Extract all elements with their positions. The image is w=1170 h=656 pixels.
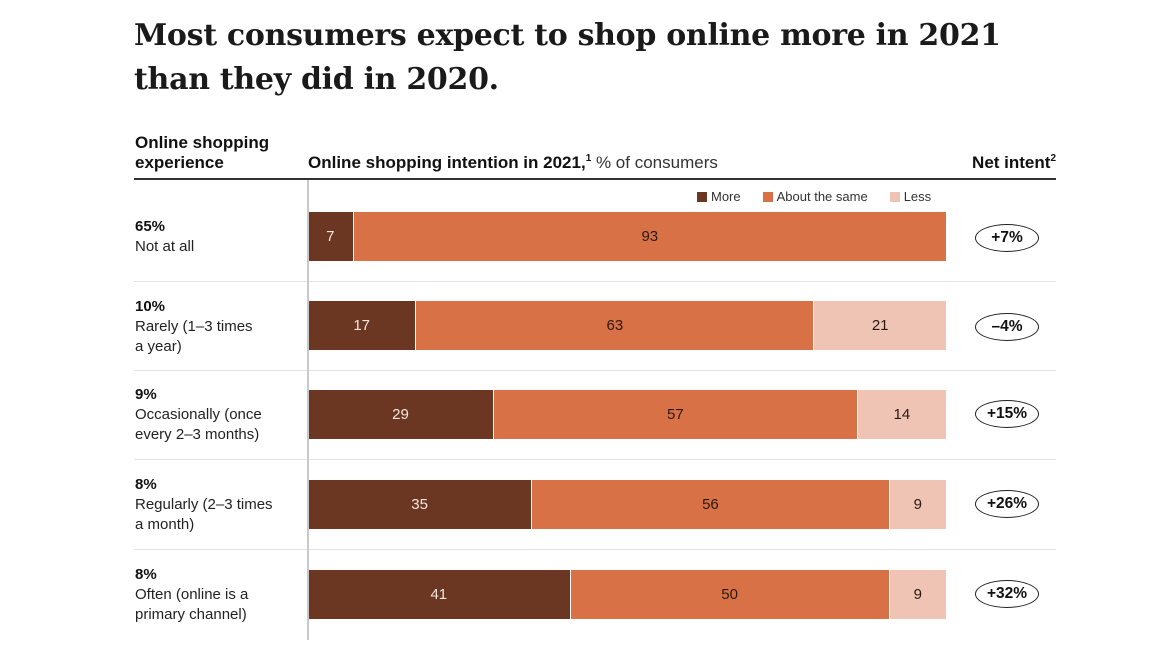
- row-axis-header: Online shopping experience: [135, 133, 269, 173]
- data-label: 93: [641, 228, 659, 245]
- net-intent-badge: +26%: [975, 490, 1039, 518]
- row-label: 8% Often (online is a primary channel): [135, 565, 248, 625]
- row-description: Occasionally (once every 2–3 months): [135, 405, 262, 445]
- row-separator: [134, 459, 1056, 460]
- row-label: 65% Not at all: [135, 217, 194, 257]
- net-intent-header: Net intent2: [972, 153, 1056, 173]
- footnote-marker-1: 1: [585, 153, 592, 164]
- row-separator: [134, 549, 1056, 550]
- row-share: 65%: [135, 218, 166, 235]
- bar-segment-less: 9: [888, 570, 946, 619]
- legend-label-same: About the same: [776, 189, 868, 204]
- data-label: 35: [411, 496, 428, 513]
- net-intent-badge: +32%: [975, 580, 1039, 608]
- bar-segment-same: 57: [493, 390, 857, 439]
- title-line-2: than they did in 2020.: [134, 62, 499, 97]
- legend-swatch-less: [889, 191, 900, 202]
- value-axis-unit: % of consumers: [591, 153, 718, 172]
- row-label: 10% Rarely (1–3 times a year): [135, 297, 253, 357]
- data-label: 9: [913, 586, 922, 603]
- bar-segment-more: 35: [308, 480, 532, 529]
- legend-label-more: More: [711, 189, 741, 204]
- header-rule: [134, 178, 1056, 180]
- bar-segment-same: 93: [352, 212, 946, 261]
- bar-segment-same: 63: [415, 301, 814, 350]
- row-label: 8% Regularly (2–3 times a month): [135, 475, 273, 535]
- net-intent-badge: +15%: [975, 400, 1039, 428]
- row-description-line: Occasionally (once: [135, 406, 262, 423]
- legend-swatch-more: [697, 191, 707, 202]
- row-description: Regularly (2–3 times a month): [135, 495, 273, 535]
- net-intent-badge: +7%: [975, 224, 1039, 252]
- data-label: 63: [606, 317, 624, 334]
- row-description-line: primary channel): [135, 606, 247, 623]
- value-axis-header: Online shopping intention in 2021,1 % of…: [308, 153, 718, 173]
- row-separator: [134, 281, 1056, 282]
- row-label: 9% Occasionally (once every 2–3 months): [135, 385, 262, 445]
- data-label: 57: [667, 406, 684, 423]
- title-line-1: Most consumers expect to shop online mor…: [134, 18, 1001, 53]
- row-axis-header-line-1: Online shopping: [135, 133, 270, 152]
- data-label: 56: [702, 496, 719, 513]
- data-label: 41: [430, 586, 448, 603]
- footnote-marker-2: 2: [1050, 153, 1056, 164]
- data-label: 50: [721, 586, 738, 603]
- row-share: 10%: [135, 298, 166, 315]
- row-axis-header-line-2: experience: [135, 153, 224, 172]
- row-description: Not at all: [135, 237, 194, 257]
- data-label: 21: [871, 317, 889, 334]
- value-axis-title: Online shopping intention in 2021,: [308, 153, 586, 172]
- bar-segment-more: 41: [308, 570, 570, 619]
- data-label: 17: [353, 317, 371, 334]
- row-description-line: Often (online is a: [135, 586, 249, 603]
- row-description: Rarely (1–3 times a year): [135, 317, 253, 357]
- legend-swatch-same: [762, 191, 773, 202]
- data-label: 29: [392, 406, 409, 423]
- row-description-line: a year): [135, 338, 182, 355]
- bar-segment-same: 50: [569, 570, 889, 619]
- row-description-line: a month): [135, 516, 195, 533]
- net-intent-header-label: Net intent: [972, 153, 1051, 172]
- bar-segment-more: 17: [308, 301, 416, 350]
- row-share: 8%: [135, 476, 157, 493]
- row-separator: [134, 370, 1056, 371]
- legend: More About the same Less: [697, 189, 931, 204]
- net-intent-badge: –4%: [975, 313, 1039, 341]
- row-description-line: Rarely (1–3 times: [135, 318, 253, 335]
- legend-item-same: About the same: [762, 189, 868, 204]
- data-label: 14: [893, 406, 911, 423]
- value-axis-baseline: [307, 180, 309, 640]
- row-description-line: Not at all: [135, 238, 195, 255]
- row-share: 8%: [135, 566, 157, 583]
- legend-item-more: More: [697, 189, 741, 204]
- data-label: 9: [913, 496, 922, 513]
- bar-segment-more: 29: [308, 390, 494, 439]
- row-description-line: every 2–3 months): [135, 426, 260, 443]
- bar-segment-same: 56: [531, 480, 889, 529]
- row-share: 9%: [135, 386, 157, 403]
- bar-segment-less: 21: [813, 301, 946, 350]
- bar-segment-more: 7: [308, 212, 353, 261]
- row-description: Often (online is a primary channel): [135, 585, 248, 625]
- bar-segment-less: 14: [856, 390, 946, 439]
- data-label: 7: [326, 228, 335, 245]
- bar-segment-less: 9: [888, 480, 946, 529]
- legend-item-less: Less: [889, 189, 932, 204]
- chart-title: Most consumers expect to shop online mor…: [134, 14, 1074, 102]
- row-description-line: Regularly (2–3 times: [135, 496, 273, 513]
- legend-label-less: Less: [903, 189, 932, 204]
